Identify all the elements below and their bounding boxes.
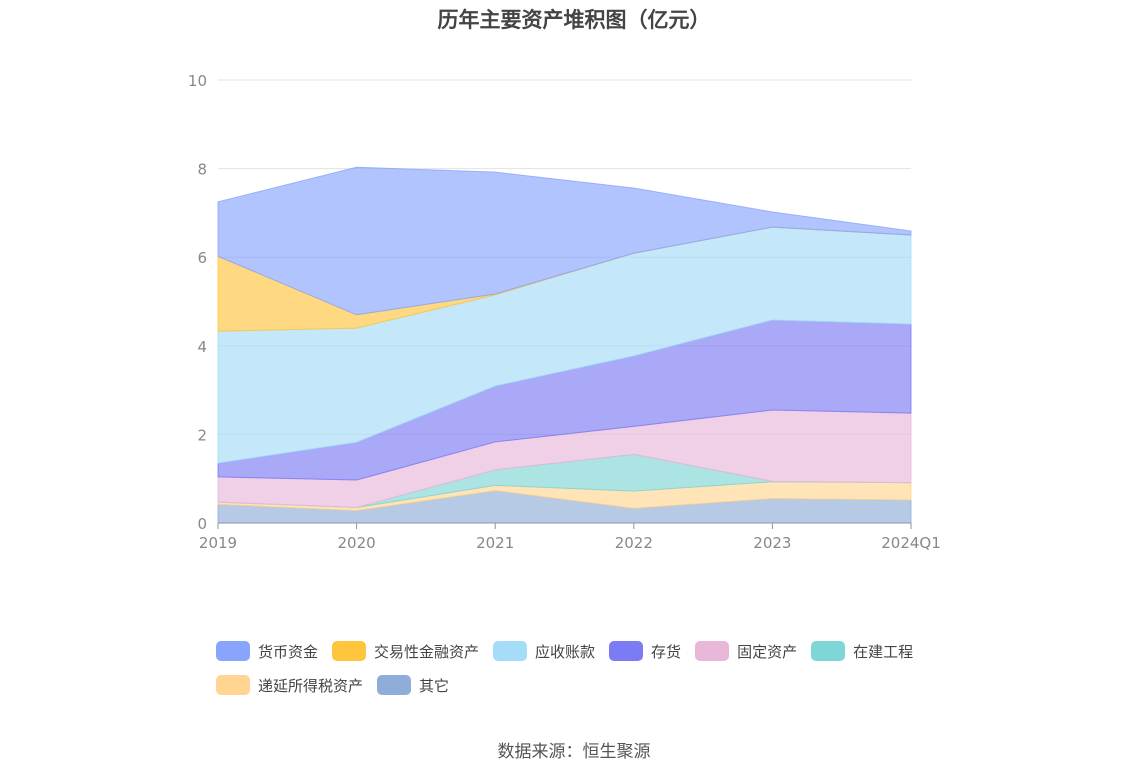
- legend-item[interactable]: 货币资金: [216, 640, 318, 662]
- legend-swatch: [493, 641, 528, 661]
- legend-label: 应收账款: [535, 642, 596, 661]
- legend-label: 其它: [419, 676, 450, 695]
- y-tick-label: 6: [197, 249, 207, 267]
- legend-label: 递延所得税资产: [258, 676, 364, 695]
- legend: 货币资金 交易性金融资产 应收账款 存货 固定资产 在建工程递延所得税资产 其它: [216, 640, 976, 696]
- legend-label: 固定资产: [737, 642, 798, 661]
- legend-item[interactable]: 固定资产: [695, 640, 797, 662]
- legend-item[interactable]: 交易性金融资产: [332, 640, 479, 662]
- y-tick-label: 8: [197, 161, 207, 179]
- x-tick-label: 2021: [476, 534, 514, 552]
- legend-swatch: [377, 675, 412, 695]
- stacked-area-chart: 0 2 4 6 8 10 2019 2020 2021 2022 2023 2024Q1: [188, 72, 941, 552]
- x-tick-label: 2022: [615, 534, 653, 552]
- legend-swatch: [609, 641, 644, 661]
- legend-label: 货币资金: [258, 642, 319, 661]
- x-tick-label: 2019: [199, 534, 237, 552]
- legend-swatch: [332, 641, 367, 661]
- legend-item[interactable]: 其它: [377, 674, 449, 696]
- legend-label: 在建工程: [853, 642, 914, 661]
- legend-item[interactable]: 在建工程: [811, 640, 913, 662]
- legend-item[interactable]: 存货: [609, 640, 681, 662]
- y-tick-label: 0: [197, 515, 207, 533]
- legend-label: 存货: [651, 642, 682, 661]
- legend-label: 交易性金融资产: [374, 642, 480, 661]
- legend-swatch: [811, 641, 846, 661]
- y-tick-label: 2: [197, 426, 207, 444]
- x-tick-label: 2020: [338, 534, 376, 552]
- legend-swatch: [216, 641, 250, 661]
- y-tick-label: 10: [188, 72, 207, 90]
- legend-swatch: [216, 675, 250, 695]
- legend-swatch: [695, 641, 730, 661]
- x-tick-label: 2024Q1: [881, 534, 941, 552]
- area-series: [217, 166, 912, 316]
- chart-title: 历年主要资产堆积图（亿元）: [437, 8, 711, 32]
- legend-item[interactable]: 应收账款: [493, 640, 595, 662]
- y-tick-label: 4: [197, 338, 207, 356]
- legend-item[interactable]: 递延所得税资产: [216, 674, 363, 696]
- data-source: 数据来源：恒生聚源: [497, 742, 651, 762]
- x-tick-label: 2023: [753, 534, 791, 552]
